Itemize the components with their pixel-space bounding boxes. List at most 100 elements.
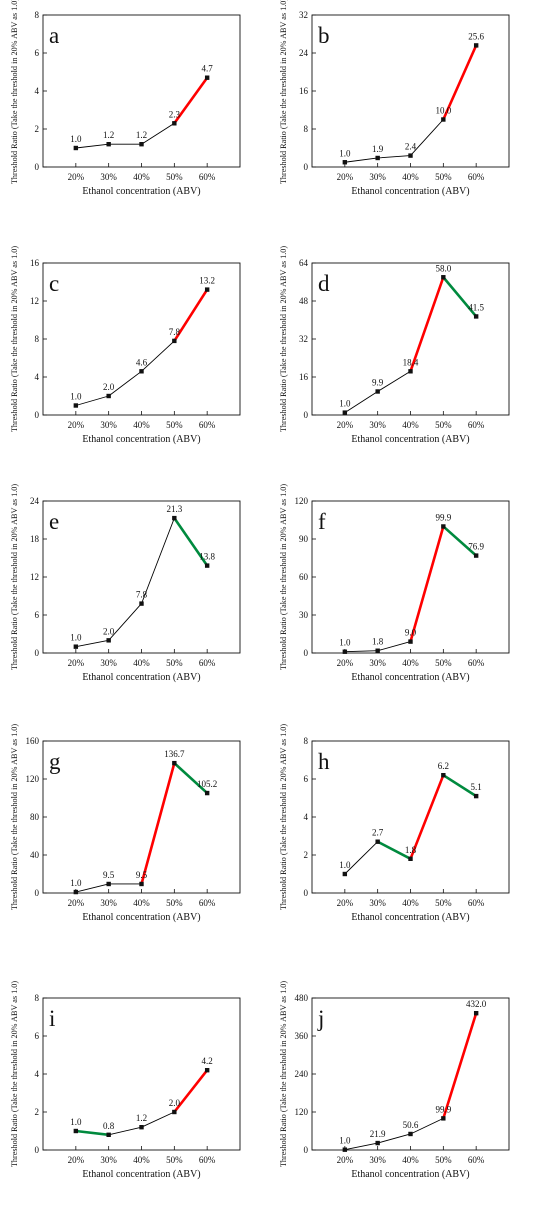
data-label: 1.0 <box>70 878 82 888</box>
y-tick-label: 0 <box>35 648 40 658</box>
panel-letter: j <box>317 1006 324 1031</box>
y-tick-label: 0 <box>35 888 40 898</box>
data-point <box>139 142 144 147</box>
data-point <box>73 889 79 895</box>
x-axis-title: Ethanol concentration (ABV) <box>351 434 469 445</box>
series-segment <box>141 340 175 372</box>
x-axis-title: Ethanol concentration (ABV) <box>82 912 200 923</box>
data-point <box>375 155 380 161</box>
data-label: 2.0 <box>169 1098 181 1108</box>
x-tick-label: 50% <box>435 1155 452 1165</box>
data-label: 1.0 <box>339 399 351 409</box>
y-axis-title: Threshold Ratio (Take the threshold in 2… <box>279 0 288 184</box>
y-tick-label: 4 <box>304 812 309 822</box>
x-tick-label: 20% <box>68 898 85 908</box>
data-point <box>139 369 144 374</box>
series-segment <box>344 391 379 414</box>
y-tick-label: 8 <box>35 10 40 20</box>
x-axis-title: Ethanol concentration (ABV) <box>351 912 469 923</box>
series-segment <box>344 650 379 653</box>
y-tick-label: 90 <box>299 534 309 544</box>
data-label: 1.0 <box>70 633 82 643</box>
y-tick-label: 0 <box>304 162 309 172</box>
y-tick-label: 16 <box>299 372 309 382</box>
data-point <box>473 793 479 799</box>
series-segment <box>377 1133 411 1144</box>
series-segment <box>75 639 110 648</box>
data-point <box>172 338 177 344</box>
y-tick-label: 80 <box>30 812 40 822</box>
series-segment <box>376 840 412 861</box>
data-point <box>441 1116 446 1121</box>
data-point <box>342 1147 348 1152</box>
panel-letter: i <box>49 1006 55 1031</box>
x-tick-label: 20% <box>337 658 354 668</box>
series-segment <box>442 44 478 121</box>
x-axis-title: Ethanol concentration (ABV) <box>82 186 200 197</box>
series-segment <box>75 395 110 406</box>
x-tick-label: 60% <box>468 898 485 908</box>
series-segment <box>108 1126 142 1136</box>
series-segment <box>173 761 209 795</box>
y-tick-label: 6 <box>35 1031 40 1041</box>
chart-panel-h: 0 2 4 6 8 20% 30% 40% 50% 60% Ethanol concentratio… <box>279 724 510 923</box>
y-tick-label: 32 <box>299 334 308 344</box>
x-tick-label: 60% <box>199 172 216 182</box>
x-tick-label: 20% <box>68 420 85 430</box>
data-label: 21.3 <box>166 504 182 514</box>
series-segment <box>173 76 209 125</box>
data-point <box>139 881 144 887</box>
x-tick-label: 30% <box>100 898 117 908</box>
series-segment <box>410 119 444 157</box>
x-tick-label: 50% <box>166 420 183 430</box>
data-label: 9.5 <box>103 870 115 880</box>
data-label: 7.8 <box>169 327 181 337</box>
x-tick-label: 50% <box>166 172 183 182</box>
data-point <box>473 1011 479 1016</box>
x-tick-label: 40% <box>402 172 419 182</box>
y-axis-title: Threshold Ratio (Take the threshold in 2… <box>279 724 288 910</box>
data-point <box>172 760 177 766</box>
x-tick-label: 30% <box>369 172 386 182</box>
x-tick-label: 30% <box>369 658 386 668</box>
y-tick-label: 8 <box>304 736 309 746</box>
x-tick-label: 50% <box>166 898 183 908</box>
y-tick-label: 6 <box>35 610 40 620</box>
data-label: 1.0 <box>339 1136 351 1146</box>
y-tick-label: 360 <box>295 1031 309 1041</box>
data-label: 6.2 <box>438 761 449 771</box>
data-point <box>106 142 111 147</box>
series-segment <box>141 122 175 145</box>
x-tick-label: 30% <box>369 898 386 908</box>
data-point <box>342 160 348 165</box>
chart-panel-i: 0 2 4 6 8 20% 30% 40% 50% 60% Ethanol concentratio… <box>10 981 241 1180</box>
x-tick-label: 60% <box>199 658 216 668</box>
y-tick-label: 24 <box>30 496 40 506</box>
series-segment <box>173 1068 209 1114</box>
y-tick-label: 480 <box>295 993 309 1003</box>
data-point <box>441 524 446 529</box>
y-tick-label: 0 <box>304 648 309 658</box>
y-tick-label: 16 <box>30 258 40 268</box>
data-point <box>408 153 413 158</box>
data-point <box>172 1109 177 1115</box>
data-point <box>441 773 446 778</box>
chart-panel-c: 0 4 8 12 16 20% 30% 40% 50% 60% Ethanol concentrat… <box>10 246 241 445</box>
y-tick-label: 120 <box>295 1107 309 1117</box>
data-label: 4.2 <box>202 1056 213 1066</box>
data-label: 5.1 <box>471 782 482 792</box>
x-tick-label: 30% <box>369 1155 386 1165</box>
x-tick-label: 40% <box>133 1155 150 1165</box>
y-tick-label: 30 <box>299 610 309 620</box>
y-tick-label: 120 <box>26 774 40 784</box>
y-tick-label: 18 <box>30 534 40 544</box>
y-axis-title: Threshold Ratio (Take the threshold in 2… <box>279 484 288 670</box>
y-tick-label: 0 <box>35 162 40 172</box>
data-label: 1.0 <box>70 1117 82 1127</box>
series-segment <box>442 1011 478 1120</box>
data-point <box>408 1131 413 1137</box>
y-tick-label: 0 <box>35 410 40 420</box>
x-tick-label: 50% <box>166 658 183 668</box>
data-point <box>473 314 479 319</box>
series-segment <box>108 603 142 641</box>
